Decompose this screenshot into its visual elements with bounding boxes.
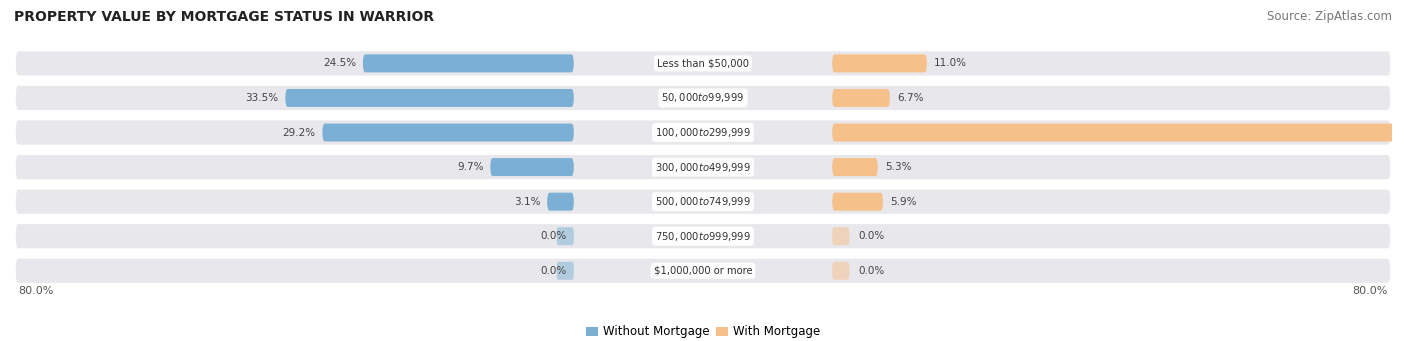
Text: 24.5%: 24.5%	[323, 58, 356, 69]
Text: $500,000 to $749,999: $500,000 to $749,999	[655, 195, 751, 208]
Text: 11.0%: 11.0%	[934, 58, 967, 69]
Text: Source: ZipAtlas.com: Source: ZipAtlas.com	[1267, 10, 1392, 23]
FancyBboxPatch shape	[14, 84, 1392, 112]
FancyBboxPatch shape	[547, 193, 574, 211]
FancyBboxPatch shape	[14, 49, 1392, 77]
Text: 5.3%: 5.3%	[884, 162, 911, 172]
FancyBboxPatch shape	[832, 123, 1406, 142]
FancyBboxPatch shape	[832, 262, 849, 280]
Text: $50,000 to $99,999: $50,000 to $99,999	[661, 91, 745, 104]
FancyBboxPatch shape	[557, 262, 574, 280]
Text: 3.1%: 3.1%	[513, 197, 540, 207]
Text: $300,000 to $499,999: $300,000 to $499,999	[655, 161, 751, 174]
Text: 5.9%: 5.9%	[890, 197, 917, 207]
Text: 0.0%: 0.0%	[858, 266, 884, 276]
Text: 6.7%: 6.7%	[897, 93, 924, 103]
FancyBboxPatch shape	[14, 119, 1392, 146]
Text: 29.2%: 29.2%	[283, 128, 315, 137]
FancyBboxPatch shape	[557, 227, 574, 245]
FancyBboxPatch shape	[14, 222, 1392, 250]
Text: 80.0%: 80.0%	[1353, 286, 1388, 296]
FancyBboxPatch shape	[832, 227, 849, 245]
Text: 0.0%: 0.0%	[541, 231, 567, 241]
FancyBboxPatch shape	[491, 158, 574, 176]
Text: $750,000 to $999,999: $750,000 to $999,999	[655, 230, 751, 243]
FancyBboxPatch shape	[832, 55, 927, 72]
Text: Less than $50,000: Less than $50,000	[657, 58, 749, 69]
Text: 33.5%: 33.5%	[245, 93, 278, 103]
FancyBboxPatch shape	[832, 193, 883, 211]
Text: 0.0%: 0.0%	[541, 266, 567, 276]
FancyBboxPatch shape	[14, 188, 1392, 216]
Text: 9.7%: 9.7%	[457, 162, 484, 172]
FancyBboxPatch shape	[14, 153, 1392, 181]
FancyBboxPatch shape	[14, 257, 1392, 285]
Text: 0.0%: 0.0%	[858, 231, 884, 241]
FancyBboxPatch shape	[363, 55, 574, 72]
Text: $1,000,000 or more: $1,000,000 or more	[654, 266, 752, 276]
FancyBboxPatch shape	[832, 158, 877, 176]
FancyBboxPatch shape	[322, 123, 574, 142]
FancyBboxPatch shape	[832, 89, 890, 107]
Legend: Without Mortgage, With Mortgage: Without Mortgage, With Mortgage	[581, 321, 825, 341]
FancyBboxPatch shape	[285, 89, 574, 107]
Text: 80.0%: 80.0%	[18, 286, 53, 296]
Text: PROPERTY VALUE BY MORTGAGE STATUS IN WARRIOR: PROPERTY VALUE BY MORTGAGE STATUS IN WAR…	[14, 10, 434, 24]
Text: $100,000 to $299,999: $100,000 to $299,999	[655, 126, 751, 139]
